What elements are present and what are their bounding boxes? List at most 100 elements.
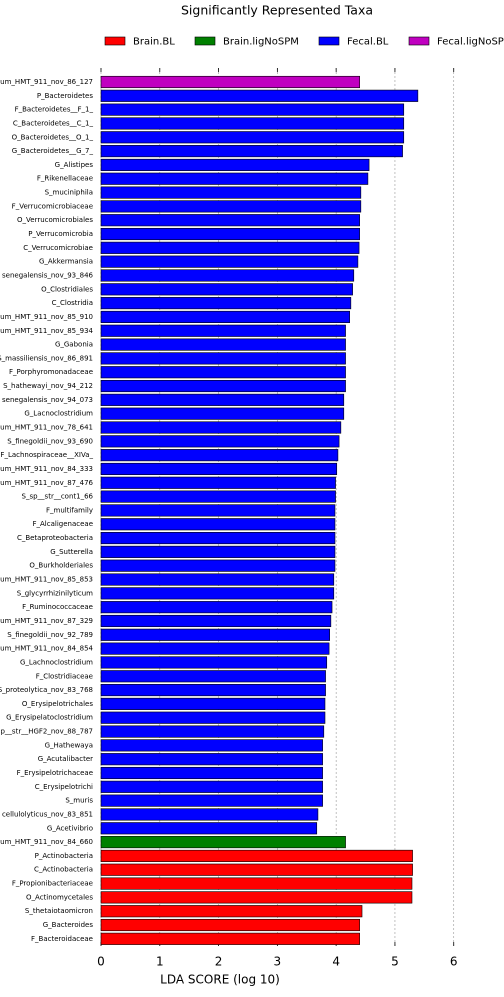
y-tick-label: O_Burkholderiales: [29, 562, 93, 570]
bar: [100, 379, 346, 393]
bar: [100, 711, 326, 724]
y-tick-label: F_Alcaligenaceae: [32, 520, 93, 528]
bar: [100, 227, 360, 241]
chart-title: Significantly Represented Taxa: [181, 3, 373, 18]
y-tick-label: C_Erysipelotrichi: [35, 783, 93, 791]
y-tick-label: senegalensis_nov_94_073: [2, 396, 93, 404]
y-tick-label: S_finegoldii_nov_93_690: [7, 437, 93, 445]
bar: [100, 462, 338, 476]
y-tick-label: G_Gabonia: [55, 341, 93, 349]
bar: [100, 366, 346, 379]
y-tick-label: S_massiliensis_nov_86_891: [0, 354, 93, 362]
y-tick-label: G_Lacnoclostridium: [24, 410, 93, 418]
bar: [100, 836, 346, 849]
bar: [100, 103, 405, 116]
y-tick-label: F_Bacteroidaceae: [31, 935, 93, 943]
bar: [100, 725, 325, 738]
legend-swatch: [104, 36, 126, 46]
bar: [100, 739, 323, 752]
y-tick-label: um_HMT_911_nov_85_853: [0, 576, 93, 584]
bar: [100, 849, 413, 862]
y-tick-label: G_Acetivibrio: [47, 824, 93, 832]
legend-swatch: [318, 36, 340, 46]
bar: [100, 863, 413, 876]
y-tick-label: um_HMT_911_nov_85_934: [0, 327, 93, 335]
bar: [100, 587, 335, 600]
y-tick-label: S_thetaiotaomicron: [25, 907, 93, 915]
y-tick-label: F_Erysipelotrichaceae: [17, 769, 93, 777]
y-tick-label: um_HMT_911_nov_84_333: [0, 465, 93, 473]
bar: [100, 877, 413, 890]
y-tick-label: C_Betaproteobacteria: [17, 534, 93, 542]
bar: [100, 338, 346, 351]
y-tick-label: O_Actinomycetales: [26, 893, 93, 901]
y-tick-label: um_HMT_911_nov_78_641: [0, 424, 93, 432]
y-tick-label: G_Bacteroides: [43, 921, 94, 929]
bar: [100, 131, 405, 144]
bar: [100, 241, 360, 254]
y-tick-label: P_Bacteroidetes: [37, 92, 93, 100]
y-tick-label: um_HMT_911_nov_84_854: [0, 645, 93, 653]
bar: [100, 283, 353, 296]
bar: [100, 794, 323, 807]
bar: [100, 449, 339, 462]
y-tick-label: G_Erysipelatoclostridium: [6, 714, 93, 722]
y-tick-label: C_Actinobacteria: [34, 866, 93, 874]
bar: [100, 642, 330, 655]
bar: [100, 145, 403, 158]
y-tick-label: G_Acutalibacter: [38, 755, 93, 763]
y-tick-label: S_sp__str__cont1_66: [22, 493, 94, 501]
bar: [100, 766, 323, 780]
y-tick-label: O_Erysipelotrichales: [22, 700, 93, 708]
legend-label: Brain.ligNoSPM: [223, 37, 299, 48]
legend-label: Brain.BL: [133, 37, 175, 48]
bar: [100, 476, 336, 489]
y-tick-label: G_Lachnoclostridium: [20, 658, 93, 666]
y-tick-label: F_Bacteroidetes__F_1_: [15, 106, 94, 114]
legend-swatch: [194, 36, 216, 46]
bar: [100, 352, 346, 365]
y-tick-label: F_Porphyromonadaceae: [9, 368, 93, 376]
bar: [100, 573, 335, 586]
x-tick-label: 4: [332, 955, 340, 969]
bar: [100, 172, 369, 185]
y-tick-label: G_Akkermansia: [39, 258, 93, 266]
bar: [100, 932, 360, 945]
bar: [100, 490, 336, 503]
x-tick-label: 2: [215, 955, 223, 969]
y-tick-label: P_Actinobacteria: [35, 852, 93, 860]
bar: [100, 628, 330, 641]
bar: [100, 753, 323, 766]
y-tick-label: senegalensis_nov_93_846: [2, 271, 94, 279]
y-tick-label: um_HMT_911_nov_86_127: [0, 78, 93, 86]
bar: [100, 435, 340, 448]
bar: [100, 214, 360, 227]
bar: [100, 186, 362, 199]
x-axis-label: LDA SCORE (log 10): [160, 973, 280, 987]
y-tick-label: S_hathewayi_nov_94_212: [3, 382, 93, 390]
y-tick-label: C_Bacteroidetes__C_1_: [13, 119, 94, 127]
x-tick-label: 0: [97, 955, 105, 969]
y-tick-label: um_HMT_911_nov_87_329: [0, 617, 93, 625]
y-tick-label: F_Verrucomicrobiaceae: [12, 202, 93, 210]
legend-label: Fecal.ligNoSPM: [437, 37, 504, 48]
bar: [100, 656, 328, 669]
y-tick-label: G_Alistipes: [55, 161, 94, 169]
bar: [100, 75, 360, 89]
bar: [100, 269, 355, 282]
bar: [100, 532, 336, 545]
y-tick-label: S_finegoldii_nov_92_789: [7, 631, 93, 639]
y-tick-label: P_Verrucomicrobia: [28, 230, 93, 238]
y-tick-label: G_Bacteroidetes__G_7_: [12, 147, 94, 155]
bar: [100, 310, 350, 323]
y-tick-label: C_Verrucomicrobiae: [23, 244, 93, 252]
bar: [100, 808, 319, 821]
y-tick-label: p__str__HGF2_nov_88_787: [0, 728, 93, 736]
y-tick-label: S_proteolytica_nov_83_768: [0, 686, 93, 694]
bar: [100, 504, 336, 517]
y-tick-label: S_glycyrrhizinilyticum: [17, 589, 93, 597]
x-tick-label: 6: [450, 955, 458, 969]
y-tick-label: um_HMT_911_nov_87_476: [0, 479, 93, 487]
